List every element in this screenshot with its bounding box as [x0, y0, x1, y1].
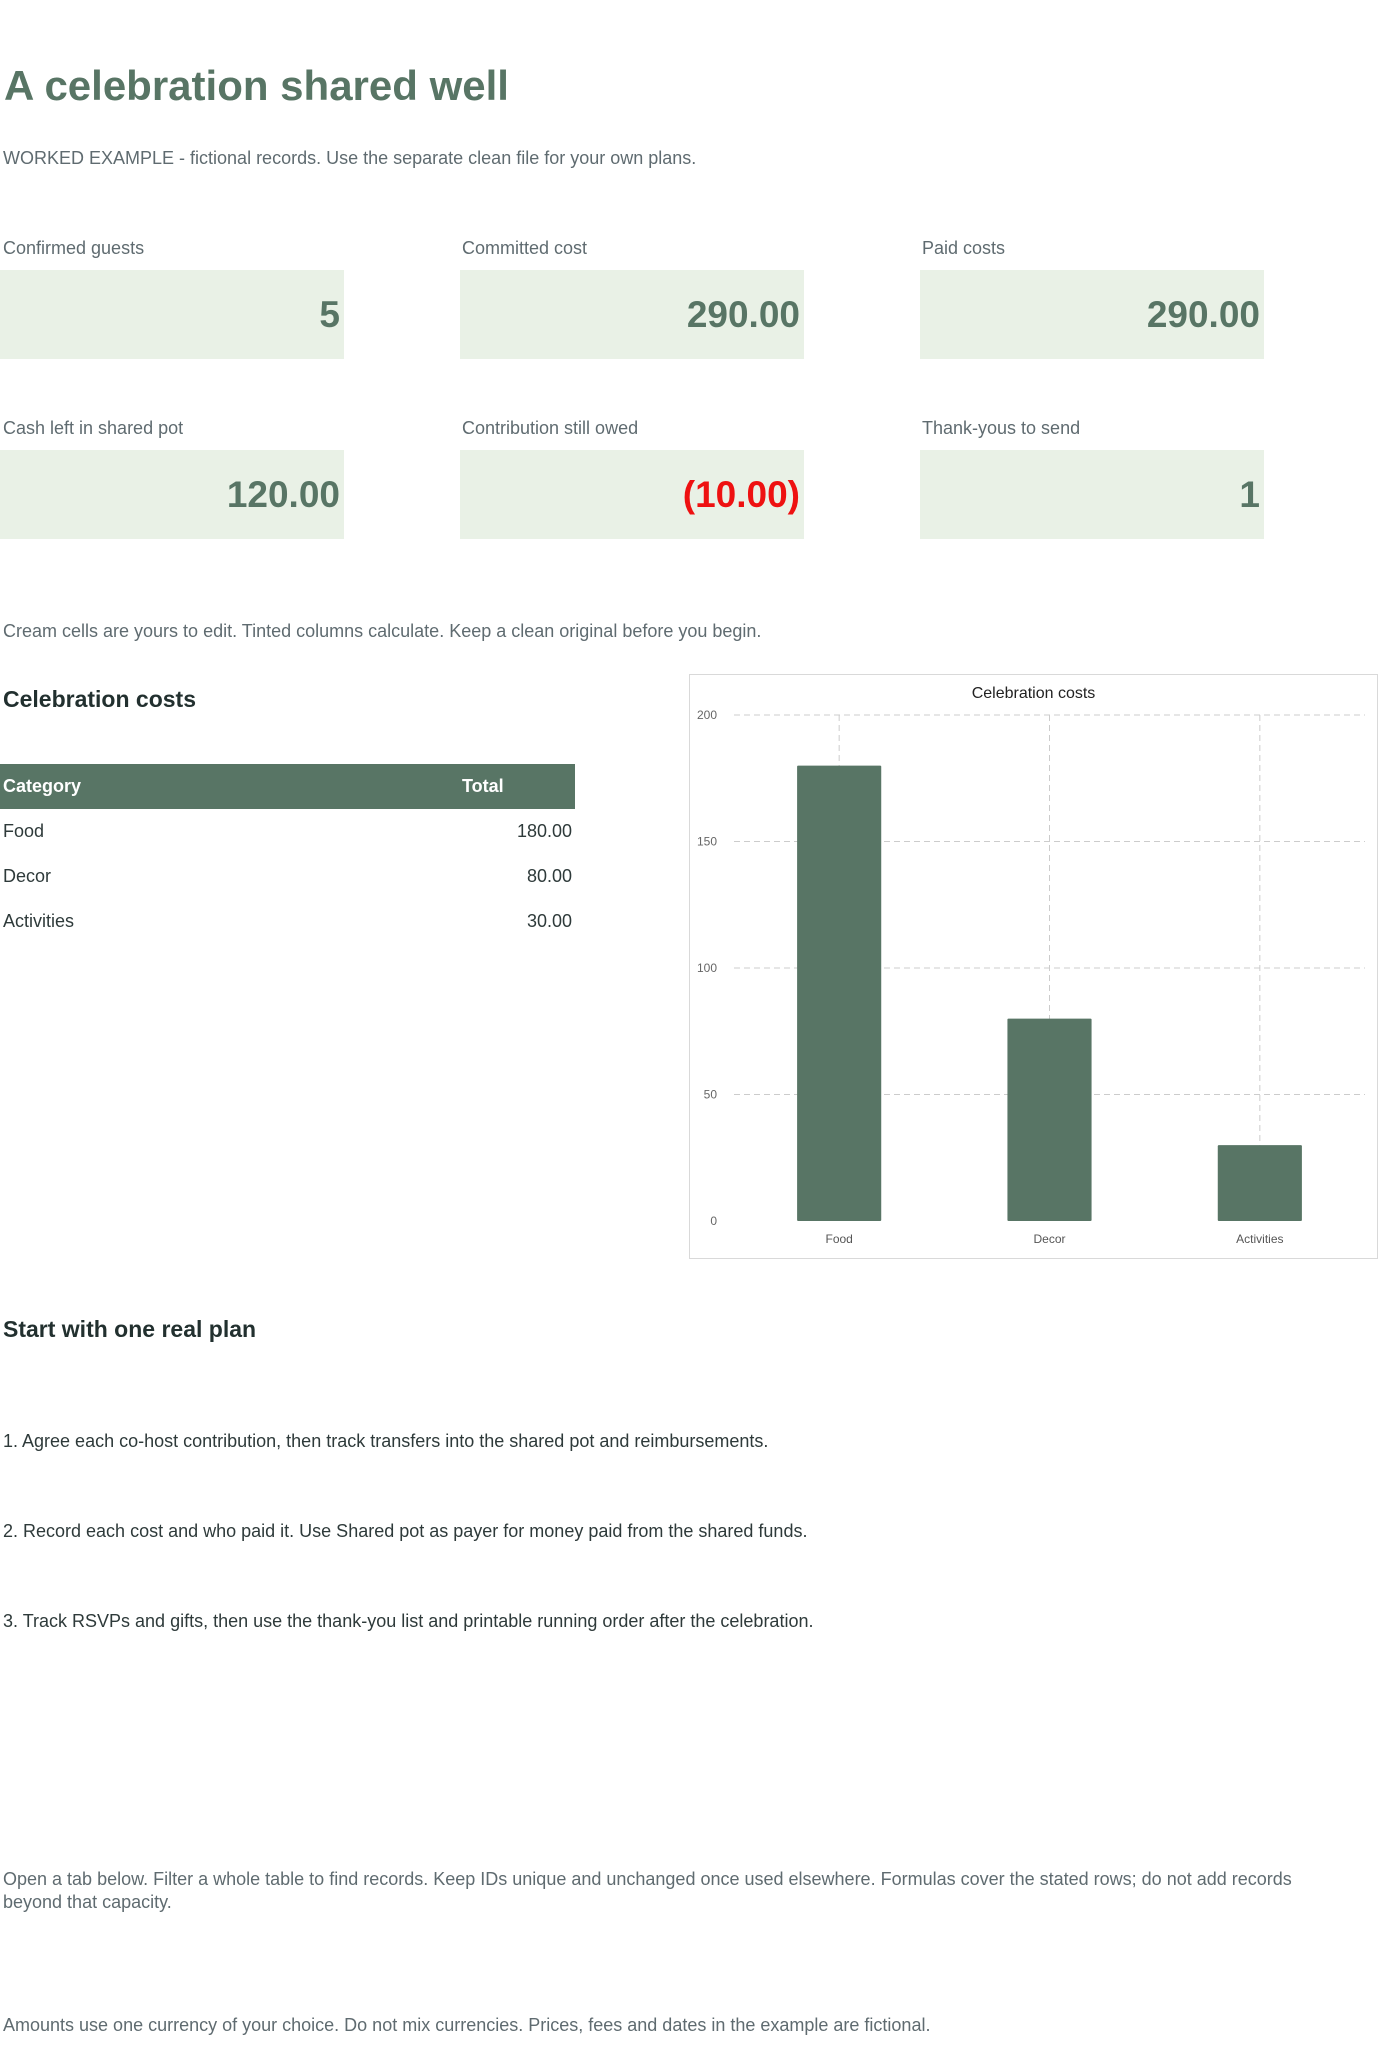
row-total: 80.00 [526, 866, 572, 886]
page-subtitle: WORKED EXAMPLE - fictional records. Use … [3, 148, 697, 168]
confirmed-guests-value: 5 [0, 270, 344, 359]
thank-yous-label: Thank-yous to send [922, 418, 1081, 438]
chart-title: Celebration costs [972, 685, 1096, 702]
y-tick-label: 200 [697, 708, 717, 722]
table-row: Food 180.00 [0, 809, 575, 854]
bar-activities [1217, 1145, 1302, 1221]
y-tick-label: 0 [710, 1214, 717, 1228]
table-row: Decor 80.00 [0, 854, 575, 899]
committed-cost-value: 290.00 [460, 270, 804, 359]
currency-hint: Amounts use one currency of your choice.… [3, 2015, 931, 2035]
contribution-owed-label: Contribution still owed [462, 418, 639, 438]
costs-table-header: Category Total [0, 764, 575, 809]
row-category: Decor [3, 866, 52, 886]
paid-costs-value: 290.00 [920, 270, 1264, 359]
paid-costs-label: Paid costs [922, 238, 1006, 258]
x-tick-label: Food [825, 1232, 852, 1246]
x-tick-label: Decor [1033, 1232, 1065, 1246]
bar-decor [1007, 1018, 1092, 1221]
cash-left-value: 120.00 [0, 450, 344, 539]
page-title: A celebration shared well [4, 62, 509, 109]
contribution-owed-value: (10.00) [460, 450, 804, 539]
edit-hint: Cream cells are yours to edit. Tinted co… [3, 621, 762, 641]
costs-chart-svg: Celebration costs 0 50 100 150 200 Food Decor Ac… [697, 685, 1365, 1246]
costs-chart: Celebration costs 0 50 100 150 200 Food Decor Ac… [689, 674, 1378, 1259]
cash-left-label: Cash left in shared pot [3, 418, 184, 438]
committed-cost-label: Committed cost [462, 238, 588, 258]
column-header-category: Category [3, 776, 82, 796]
tabs-hint: Open a tab below. Filter a whole table t… [3, 1869, 1292, 1912]
row-category: Activities [3, 911, 75, 931]
table-row: Activities 30.00 [0, 899, 575, 944]
x-tick-label: Activities [1236, 1232, 1283, 1246]
start-heading: Start with one real plan [3, 1316, 257, 1342]
step-2: 2. Record each cost and who paid it. Use… [3, 1521, 808, 1541]
column-header-total: Total [462, 776, 504, 796]
y-tick-label: 150 [697, 835, 717, 849]
step-3: 3. Track RSVPs and gifts, then use the t… [3, 1611, 814, 1631]
confirmed-guests-label: Confirmed guests [3, 238, 145, 258]
row-category: Food [3, 821, 45, 841]
costs-table: Category Total Food 180.00 Decor 80.00 A… [0, 764, 575, 944]
bar-food [797, 765, 882, 1221]
step-1: 1. Agree each co-host contribution, then… [3, 1431, 769, 1451]
costs-heading: Celebration costs [3, 686, 196, 712]
y-tick-label: 100 [697, 961, 717, 975]
thank-yous-value: 1 [920, 450, 1264, 539]
row-total: 180.00 [516, 821, 572, 841]
row-total: 30.00 [526, 911, 572, 931]
y-tick-label: 50 [704, 1088, 718, 1102]
